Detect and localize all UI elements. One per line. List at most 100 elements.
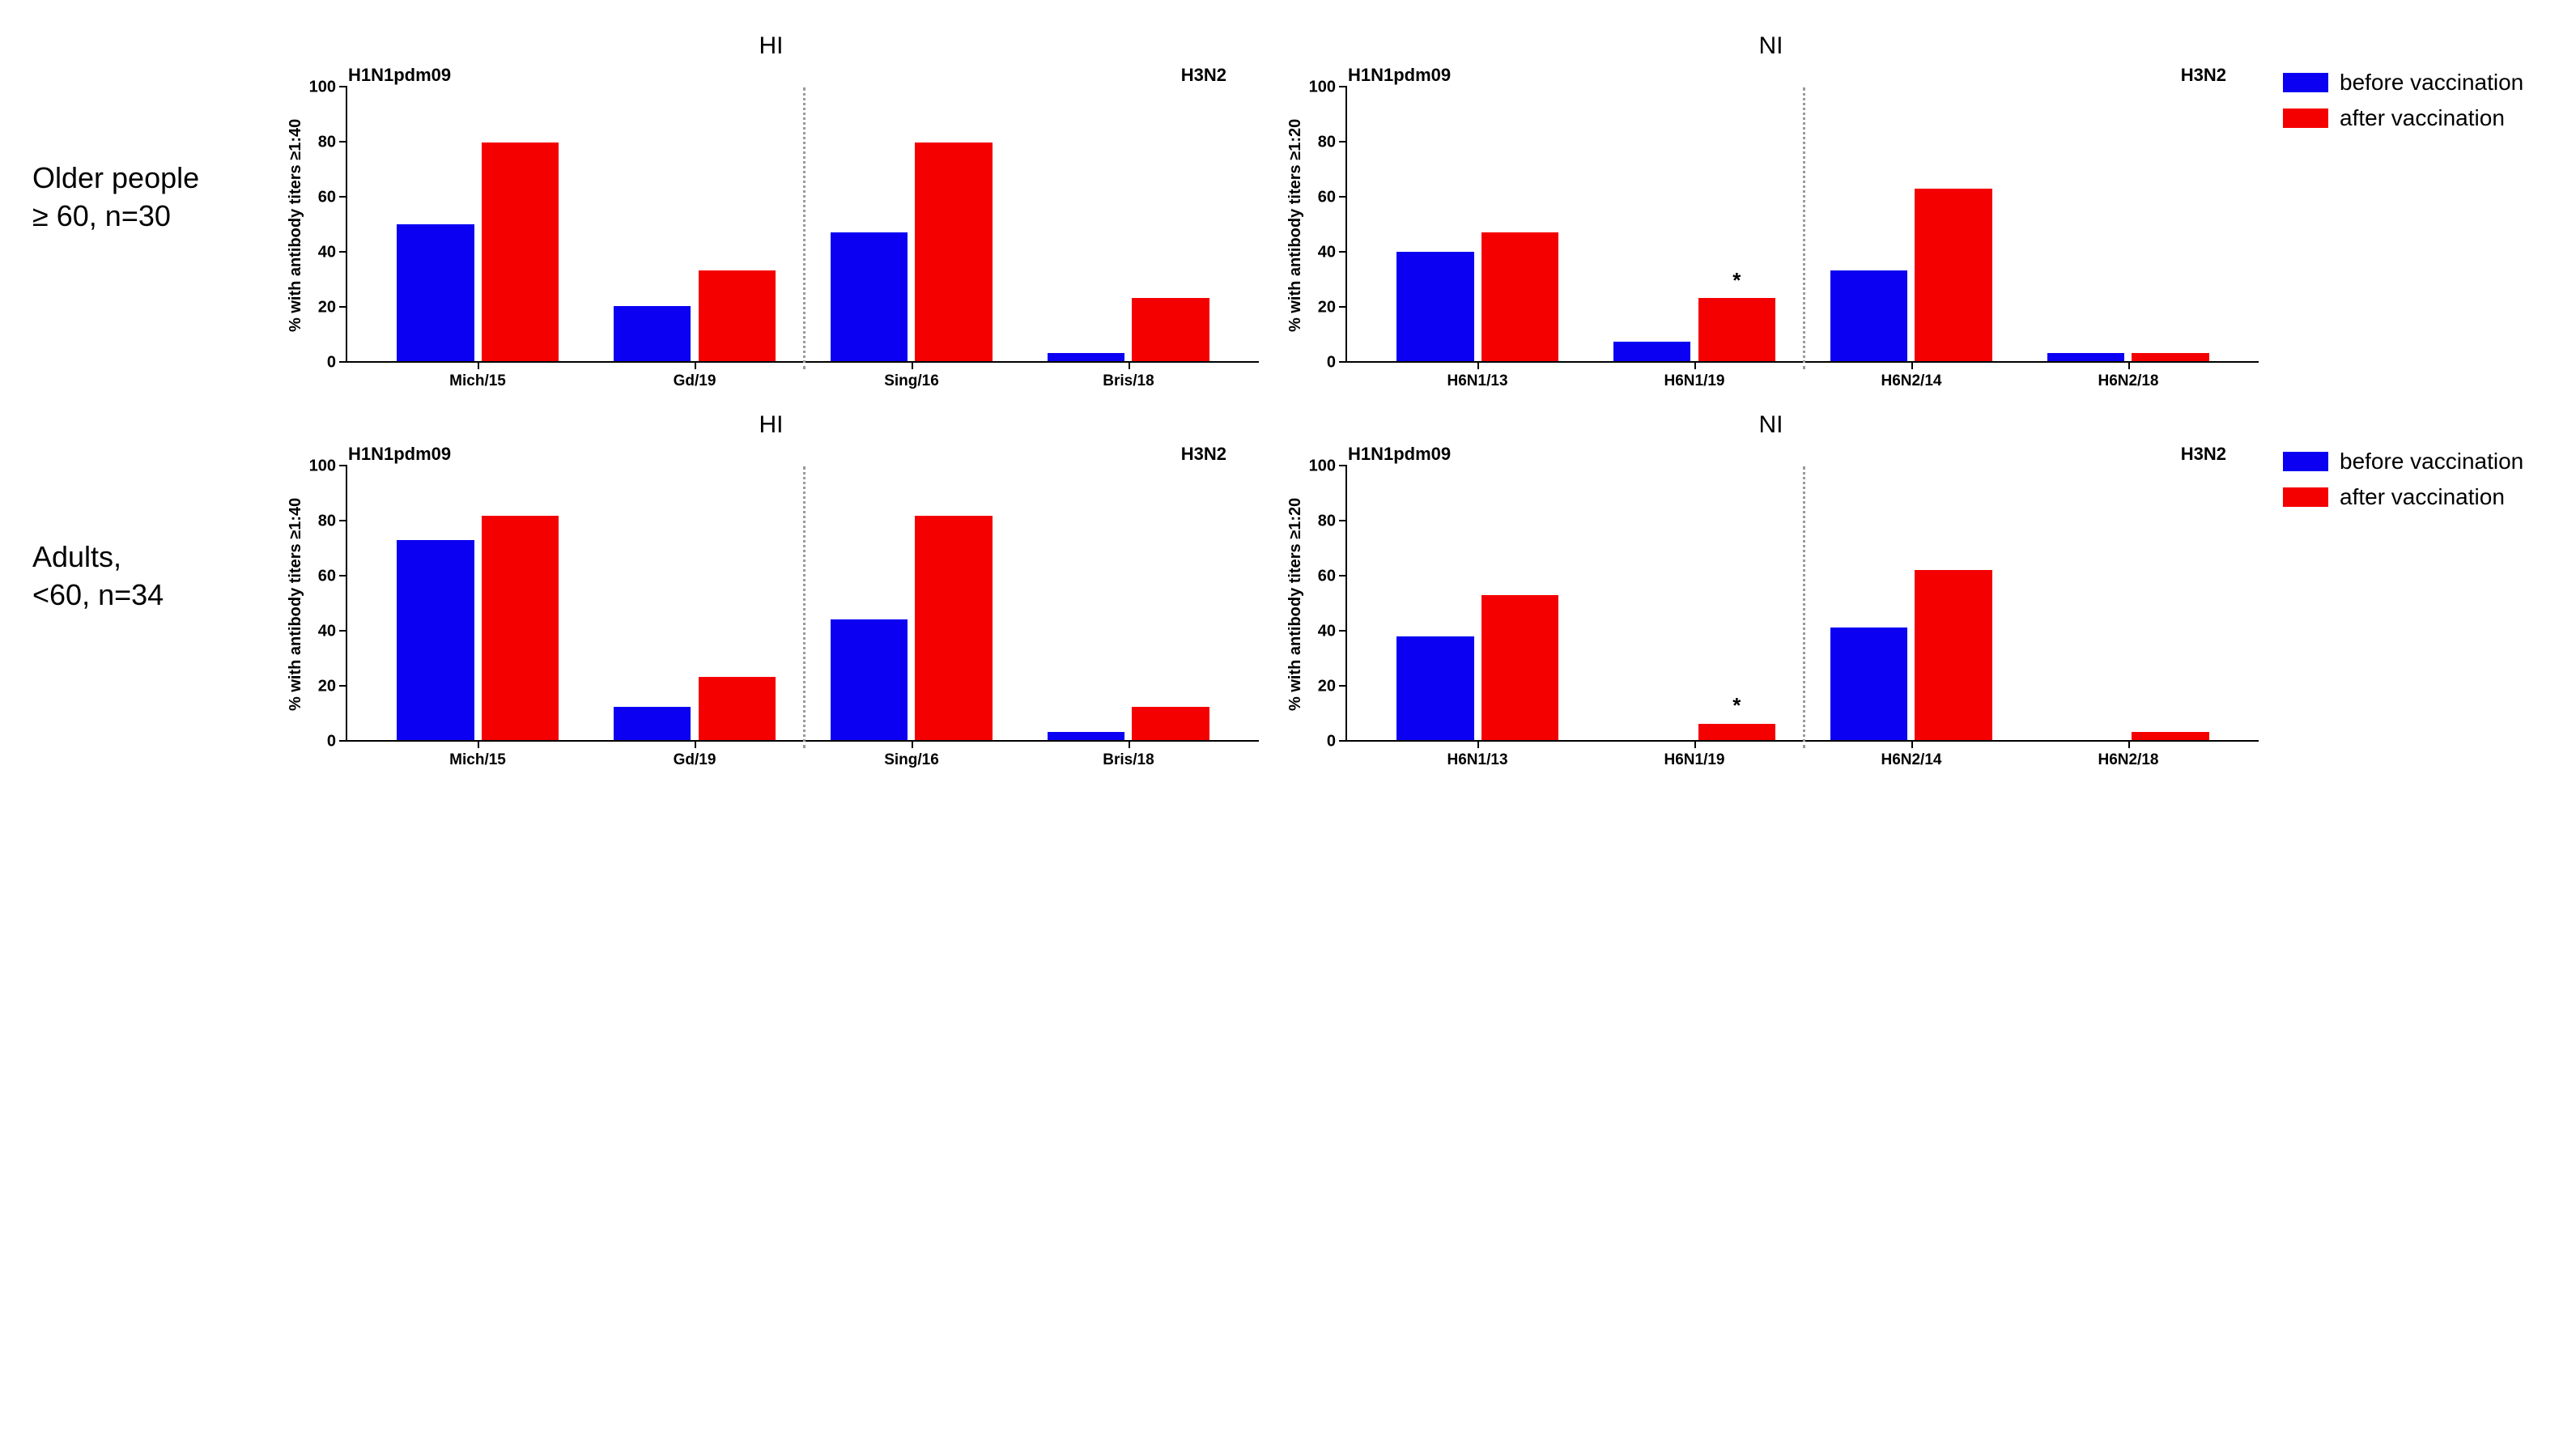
y-tick — [1339, 630, 1347, 632]
legend-swatch — [2283, 73, 2328, 92]
x-category-label: H6N2/18 — [2098, 372, 2158, 390]
y-tick-label: 40 — [318, 244, 336, 262]
y-tick-label: 80 — [1318, 134, 1336, 152]
bar-before — [614, 707, 691, 740]
bar-after — [1915, 570, 1992, 740]
y-tick — [1339, 251, 1347, 253]
y-tick — [339, 685, 347, 687]
bar-before — [2047, 353, 2125, 361]
x-tick — [478, 740, 479, 748]
annotation: * — [1732, 268, 1741, 293]
chart-panel: HI H1N1pdm09 H3N2 % with antibody titers ≥1… — [283, 411, 1259, 742]
y-tick — [1339, 465, 1347, 466]
bar-before — [1396, 636, 1474, 740]
y-tick — [339, 306, 347, 308]
bar-after — [1132, 707, 1209, 740]
row-label-line: <60, n=34 — [32, 576, 259, 615]
row-label-line: ≥ 60, n=30 — [32, 198, 259, 236]
x-category-label: Bris/18 — [1103, 751, 1154, 769]
y-axis-label: % with antibody titers ≥1:40 — [283, 466, 308, 742]
y-tick — [339, 86, 347, 87]
x-category-label: Gd/19 — [674, 372, 716, 390]
bar-before — [1830, 628, 1908, 740]
x-tick — [912, 740, 913, 748]
plot: H6N1/13H6N1/19H6N2/14H6N2/18* — [1347, 466, 2259, 742]
chart-area: % with antibody titers ≥1:40020406080100… — [283, 87, 1259, 363]
bar-before — [1048, 353, 1125, 361]
x-tick — [1129, 740, 1130, 748]
bar-before — [1396, 252, 1474, 361]
x-category-label: Bris/18 — [1103, 372, 1154, 390]
bar-before — [397, 540, 474, 740]
bar-after — [699, 677, 776, 740]
y-axis-label: % with antibody titers ≥1:20 — [1283, 87, 1308, 363]
bar-after — [1915, 189, 1992, 361]
y-axis: 020406080100 — [308, 87, 347, 363]
legend-label: before vaccination — [2340, 449, 2523, 474]
y-axis-label: % with antibody titers ≥1:20 — [1283, 466, 1308, 742]
subgroup-labels: H1N1pdm09H3N2 — [1283, 444, 2259, 465]
x-category-label: Mich/15 — [449, 372, 506, 390]
y-tick-label: 0 — [327, 354, 336, 372]
x-tick — [1911, 740, 1913, 748]
legend-item: before vaccination — [2283, 449, 2542, 474]
y-tick — [1339, 86, 1347, 87]
y-tick-label: 100 — [309, 79, 336, 97]
bar-after — [1698, 724, 1776, 740]
chart-area: % with antibody titers ≥1:20020406080100… — [1283, 87, 2259, 363]
y-tick — [339, 251, 347, 253]
x-category-label: H6N2/18 — [2098, 751, 2158, 769]
y-tick-label: 80 — [318, 134, 336, 152]
annotation: * — [1732, 693, 1741, 718]
bar-after — [915, 143, 993, 361]
y-tick — [339, 740, 347, 742]
y-tick-label: 60 — [1318, 568, 1336, 586]
bar-before — [1613, 342, 1691, 361]
group-divider — [803, 466, 806, 748]
x-tick — [1694, 361, 1696, 369]
x-category-label: H6N1/19 — [1664, 751, 1725, 769]
chart-panel: HIH1N1pdm09H3N2% with antibody titers ≥1… — [283, 32, 1259, 363]
subgroup-labels: H1N1pdm09 H3N2 — [283, 444, 1259, 465]
y-tick-label: 100 — [309, 457, 336, 476]
subgroup-label: H1N1pdm09 — [348, 444, 451, 465]
y-tick-label: 20 — [318, 678, 336, 696]
y-tick — [1339, 575, 1347, 576]
subgroup-label: H3N2 — [1181, 444, 1226, 465]
bar-after — [482, 143, 559, 361]
bar-after — [1132, 298, 1209, 361]
y-tick — [339, 465, 347, 466]
legend-item: before vaccination — [2283, 70, 2542, 96]
legend-swatch — [2283, 487, 2328, 507]
y-tick — [1339, 141, 1347, 143]
panel-title: HI — [283, 411, 1259, 439]
x-category-label: Sing/16 — [884, 751, 939, 769]
y-tick-label: 60 — [318, 568, 336, 586]
bar-before — [614, 306, 691, 361]
bar-after — [2132, 732, 2209, 740]
y-axis: 020406080100 — [308, 466, 347, 742]
bar-before — [831, 619, 908, 740]
y-tick-label: 0 — [1327, 354, 1336, 372]
bar-after — [915, 516, 993, 740]
y-tick — [1339, 685, 1347, 687]
y-tick-label: 100 — [1309, 79, 1336, 97]
y-tick-label: 40 — [1318, 244, 1336, 262]
bar-before — [831, 232, 908, 361]
bar-before — [397, 224, 474, 361]
group-divider — [1803, 466, 1805, 748]
y-tick-label: 100 — [1309, 457, 1336, 476]
x-category-label: H6N1/19 — [1664, 372, 1725, 390]
legend-swatch — [2283, 108, 2328, 128]
row-label: Older people≥ 60, n=30 — [32, 32, 259, 363]
legend-swatch — [2283, 452, 2328, 471]
bar-after — [1698, 298, 1776, 361]
x-tick — [1477, 740, 1479, 748]
y-tick-label: 60 — [1318, 189, 1336, 207]
y-tick — [1339, 361, 1347, 363]
x-tick — [2128, 740, 2130, 748]
x-tick — [1911, 361, 1913, 369]
x-category-label: H6N1/13 — [1447, 372, 1508, 390]
y-tick — [339, 141, 347, 143]
panel-title: HI — [283, 32, 1259, 60]
